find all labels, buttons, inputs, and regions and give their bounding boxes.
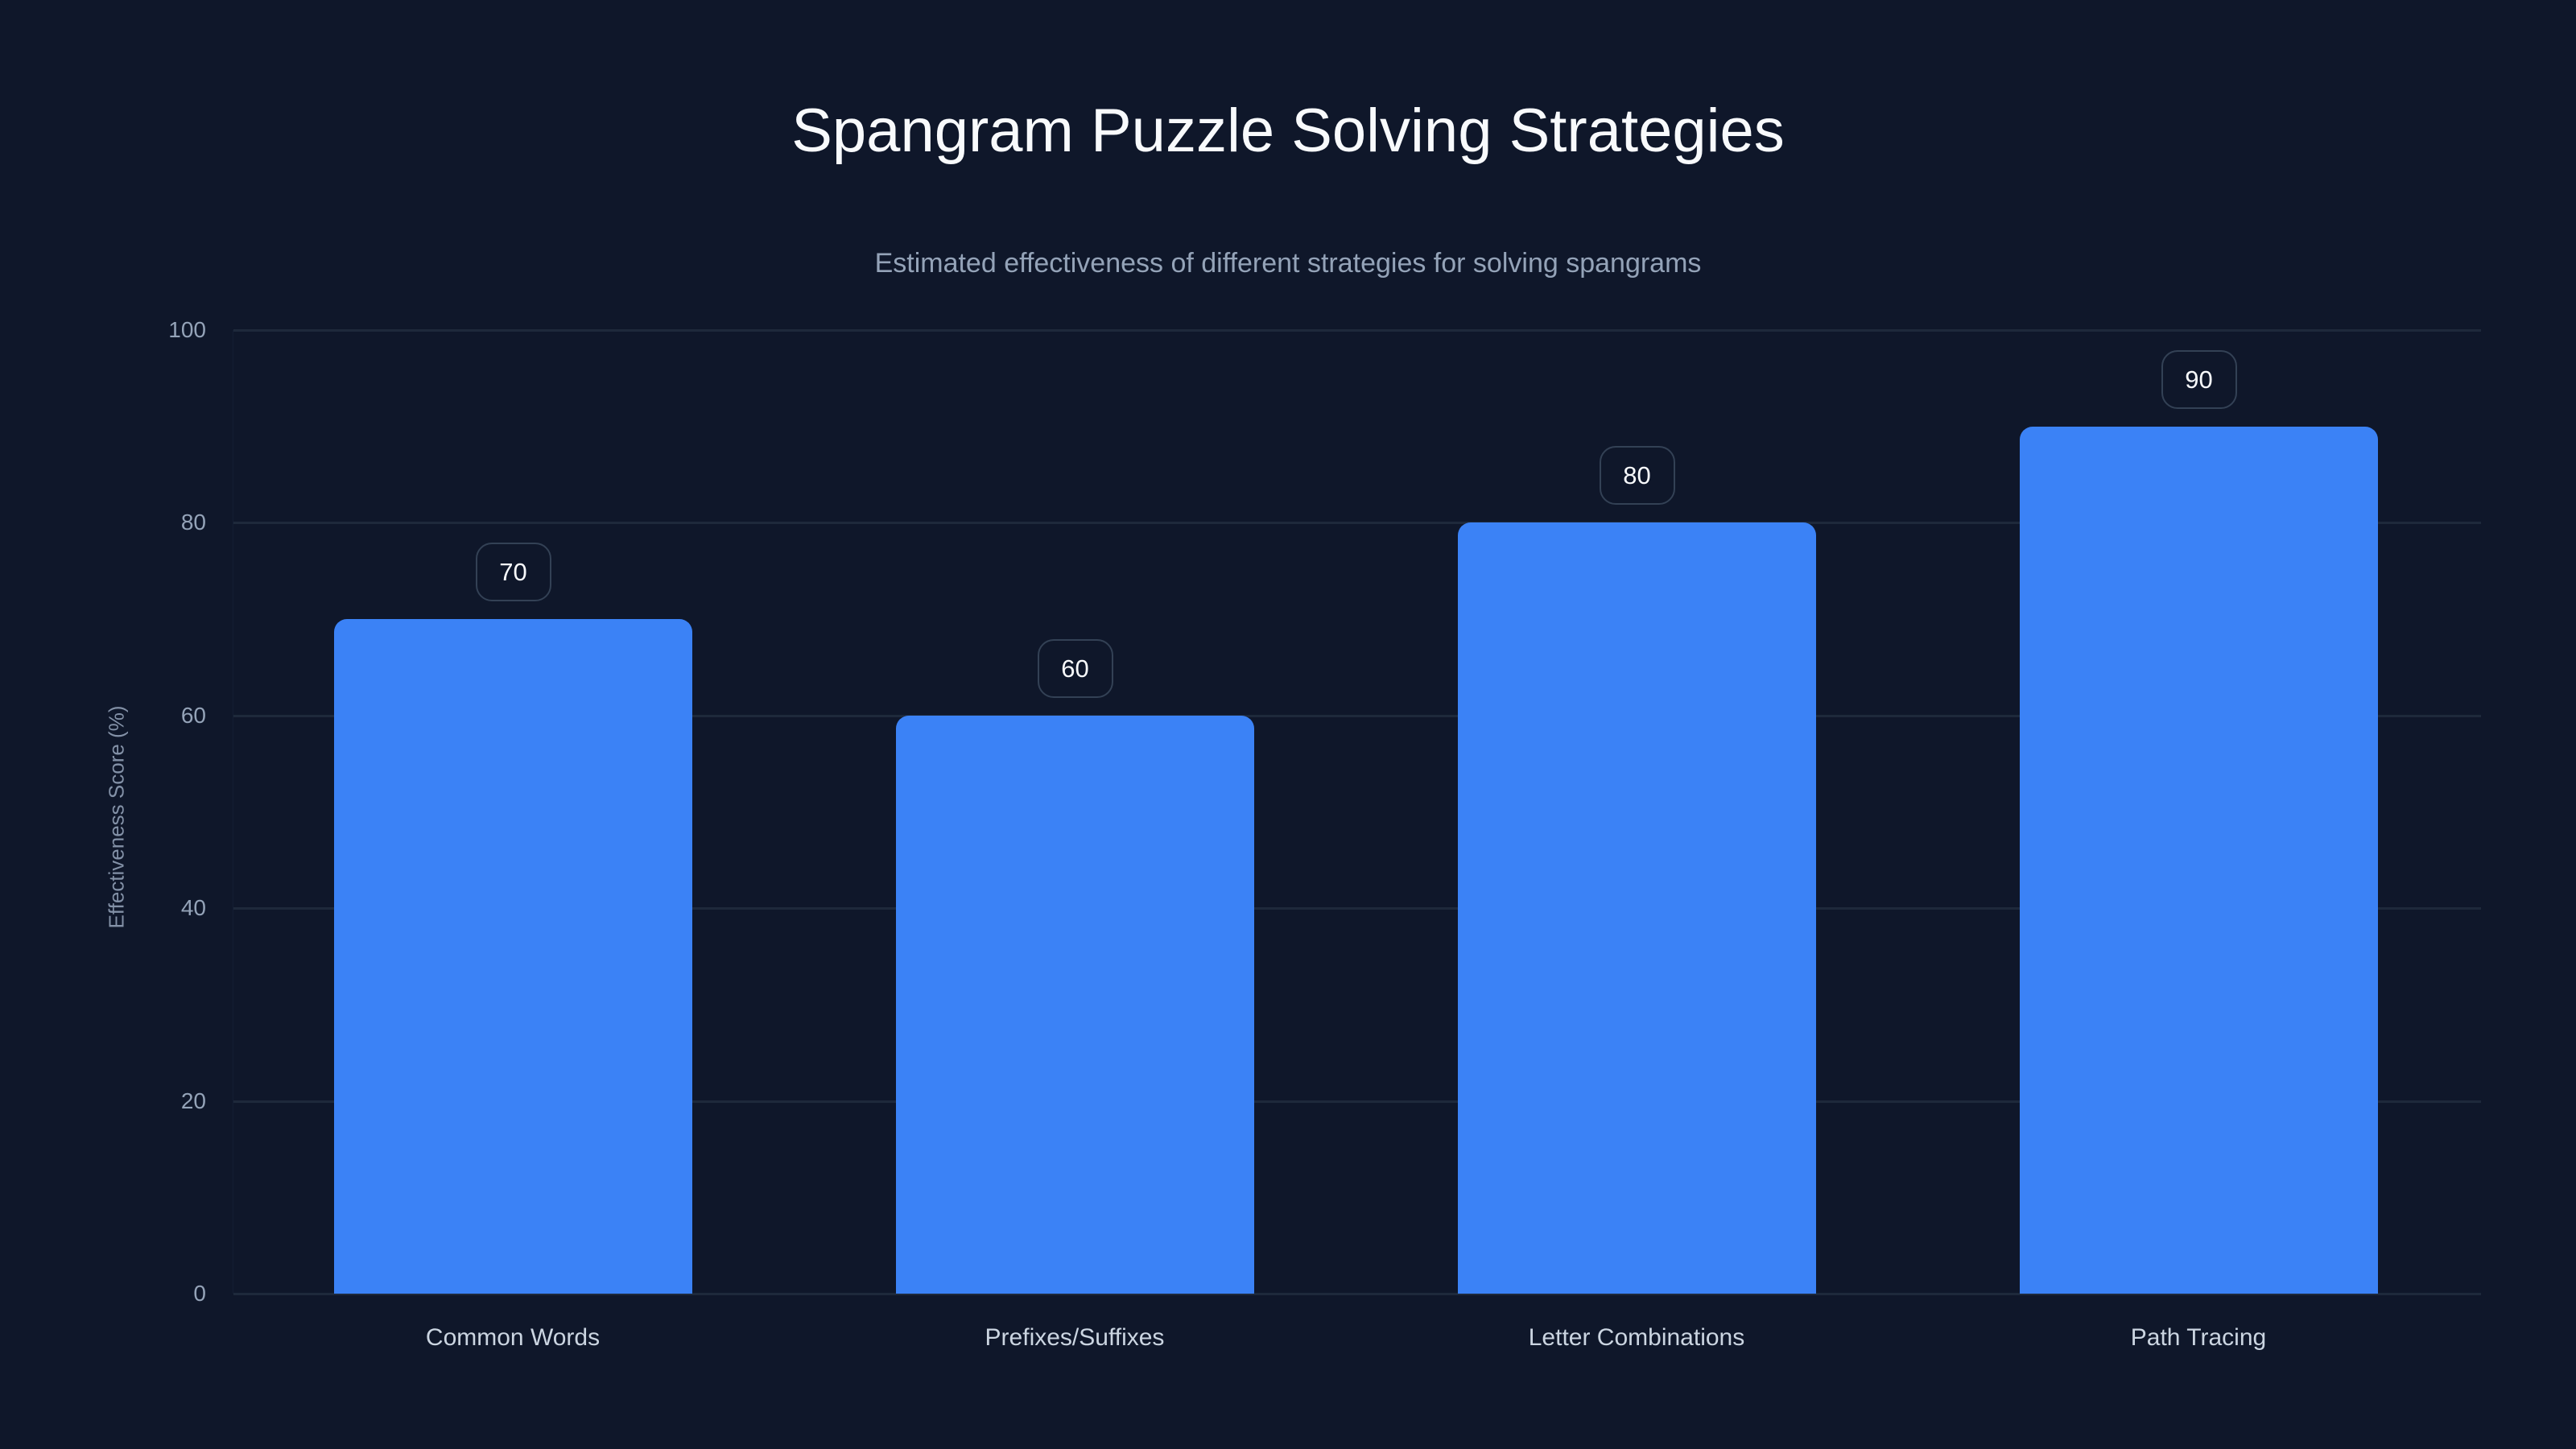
bar-common-words[interactable] <box>334 619 692 1294</box>
y-tick-20: 20 <box>180 1088 206 1113</box>
y-tick-60: 60 <box>180 703 206 728</box>
x-tick-common-words: Common Words <box>425 1324 601 1351</box>
gridline-100 <box>233 329 2481 332</box>
chart-title: Spangram Puzzle Solving Strategies <box>791 97 1785 165</box>
gridline-80 <box>233 522 2481 524</box>
x-tick-prefixes-suffixes: Prefixes/Suffixes <box>985 1324 1165 1351</box>
plot-area: 70 60 80 90 <box>233 329 2481 1295</box>
bar-path-tracing[interactable] <box>2020 426 2378 1294</box>
bar-letter-combinations[interactable] <box>1458 522 1816 1294</box>
gridline-40 <box>233 907 2481 910</box>
bar-prefixes-suffixes[interactable] <box>896 715 1254 1294</box>
value-label-prefixes-suffixes: 60 <box>1037 638 1113 698</box>
value-label-common-words: 70 <box>475 543 551 602</box>
y-tick-100: 100 <box>168 317 206 342</box>
value-label-path-tracing: 90 <box>2161 349 2237 409</box>
x-tick-letter-combinations: Letter Combinations <box>1528 1324 1745 1351</box>
value-label-letter-combinations: 80 <box>1599 446 1675 506</box>
y-tick-40: 40 <box>180 895 206 920</box>
gridline-20 <box>233 1100 2481 1103</box>
gridline-60 <box>233 715 2481 717</box>
y-tick-80: 80 <box>180 510 206 535</box>
y-tick-0: 0 <box>193 1281 206 1306</box>
x-tick-path-tracing: Path Tracing <box>2130 1324 2267 1351</box>
gridline-0 <box>233 1293 2481 1295</box>
chart-subtitle: Estimated effectiveness of different str… <box>874 248 1702 279</box>
